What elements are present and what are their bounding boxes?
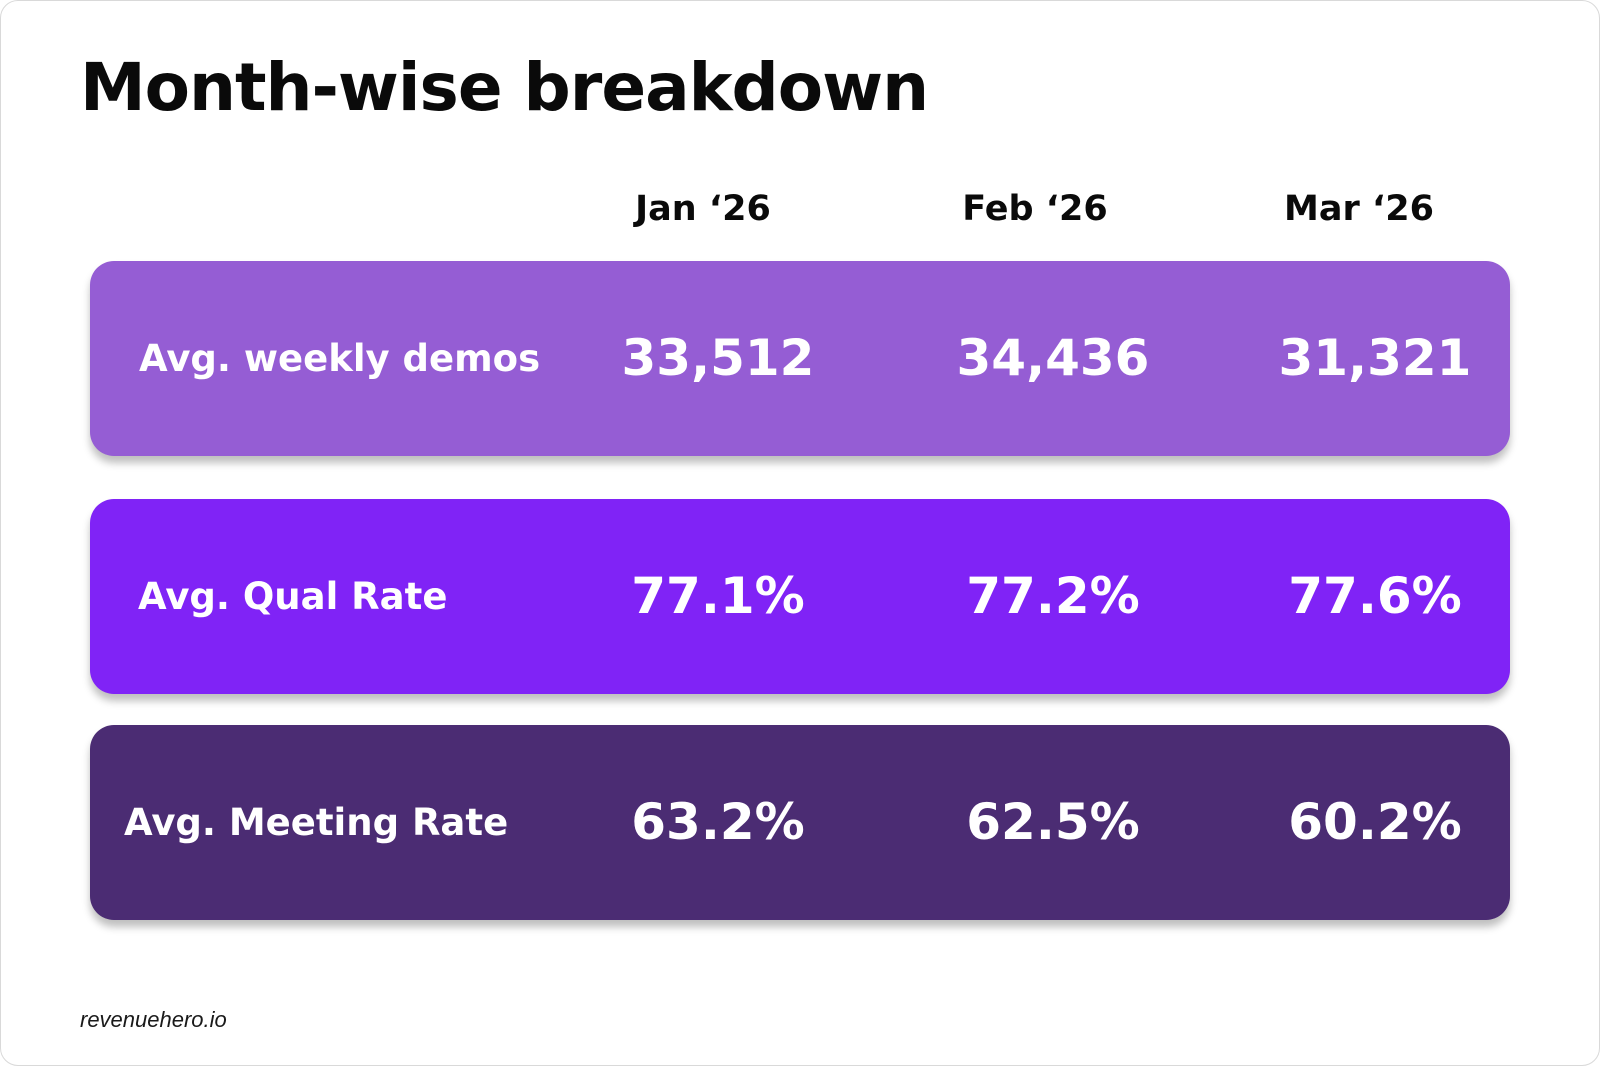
cell-value: 31,321 — [1278, 329, 1472, 387]
row-label: Avg. weekly demos — [139, 337, 541, 380]
column-header-mar: Mar ‘26 — [1284, 189, 1434, 229]
column-header-feb: Feb ‘26 — [962, 189, 1108, 229]
cell-value: 77.6% — [1288, 567, 1462, 625]
cell-value: 33,512 — [621, 329, 815, 387]
cell-value: 62.5% — [966, 793, 1140, 851]
footer-source: revenuehero.io — [80, 1007, 227, 1032]
column-header-jan: Jan ‘26 — [635, 189, 771, 229]
chart-title: Month-wise breakdown — [80, 49, 929, 126]
row-qual-rate: Avg. Qual Rate 77.1% 77.2% 77.6% — [90, 499, 1510, 694]
cell-value: 77.2% — [966, 567, 1140, 625]
cell-value: 63.2% — [631, 793, 805, 851]
row-meeting-rate: Avg. Meeting Rate 63.2% 62.5% 60.2% — [90, 725, 1510, 920]
row-weekly-demos: Avg. weekly demos 33,512 34,436 31,321 — [90, 261, 1510, 456]
row-label: Avg. Qual Rate — [138, 575, 448, 618]
cell-value: 77.1% — [631, 567, 805, 625]
cell-value: 34,436 — [956, 329, 1150, 387]
cell-value: 60.2% — [1288, 793, 1462, 851]
row-label: Avg. Meeting Rate — [124, 801, 509, 844]
